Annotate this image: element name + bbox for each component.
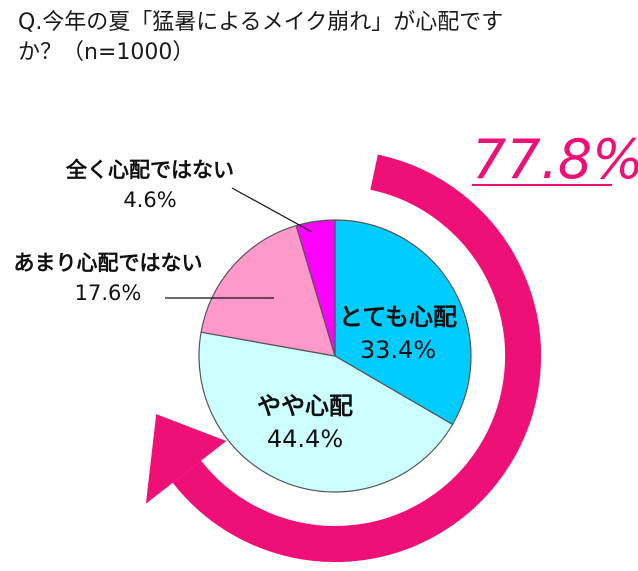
slice-totemo-shinpai <box>334 219 472 426</box>
question-line-2: か？（n=1000） <box>18 40 195 65</box>
label-yaya-shinpai: やや心配 44.4% <box>257 392 353 453</box>
slice-yaya-shinpai <box>198 331 454 493</box>
question-title: Q.今年の夏「猛暑によるメイク崩れ」が心配です か？（n=1000） <box>18 8 618 68</box>
slice-mattaku-shinpai-dewanai <box>295 219 336 357</box>
highlight-percentage: 77.8% <box>472 128 638 191</box>
question-line-1: Q.今年の夏「猛暑によるメイク崩れ」が心配です <box>18 10 504 35</box>
label-totemo-shinpai: とても心配 33.4% <box>339 303 457 364</box>
label-mattaku-shinpai-dewanai-category: 全く心配ではない <box>65 158 234 182</box>
label-totemo-shinpai-category: とても心配 <box>339 303 457 331</box>
label-yaya-shinpai-value: 44.4% <box>267 425 343 453</box>
slice-amari-shinpai-dewanai <box>200 224 336 357</box>
label-amari-shinpai-dewanai: あまり心配ではない 17.6% <box>14 251 203 305</box>
label-yaya-shinpai-category: やや心配 <box>257 392 353 420</box>
label-totemo-shinpai-value: 33.4% <box>360 336 436 364</box>
arrow-head <box>145 414 227 504</box>
arrow-ring <box>172 154 542 562</box>
label-amari-shinpai-dewanai-value: 17.6% <box>75 281 142 305</box>
label-amari-shinpai-dewanai-category: あまり心配ではない <box>14 251 203 275</box>
label-mattaku-shinpai-dewanai: 全く心配ではない 4.6% <box>65 158 234 212</box>
label-mattaku-shinpai-dewanai-leader-line <box>231 187 313 233</box>
label-mattaku-shinpai-dewanai-value: 4.6% <box>123 188 176 212</box>
